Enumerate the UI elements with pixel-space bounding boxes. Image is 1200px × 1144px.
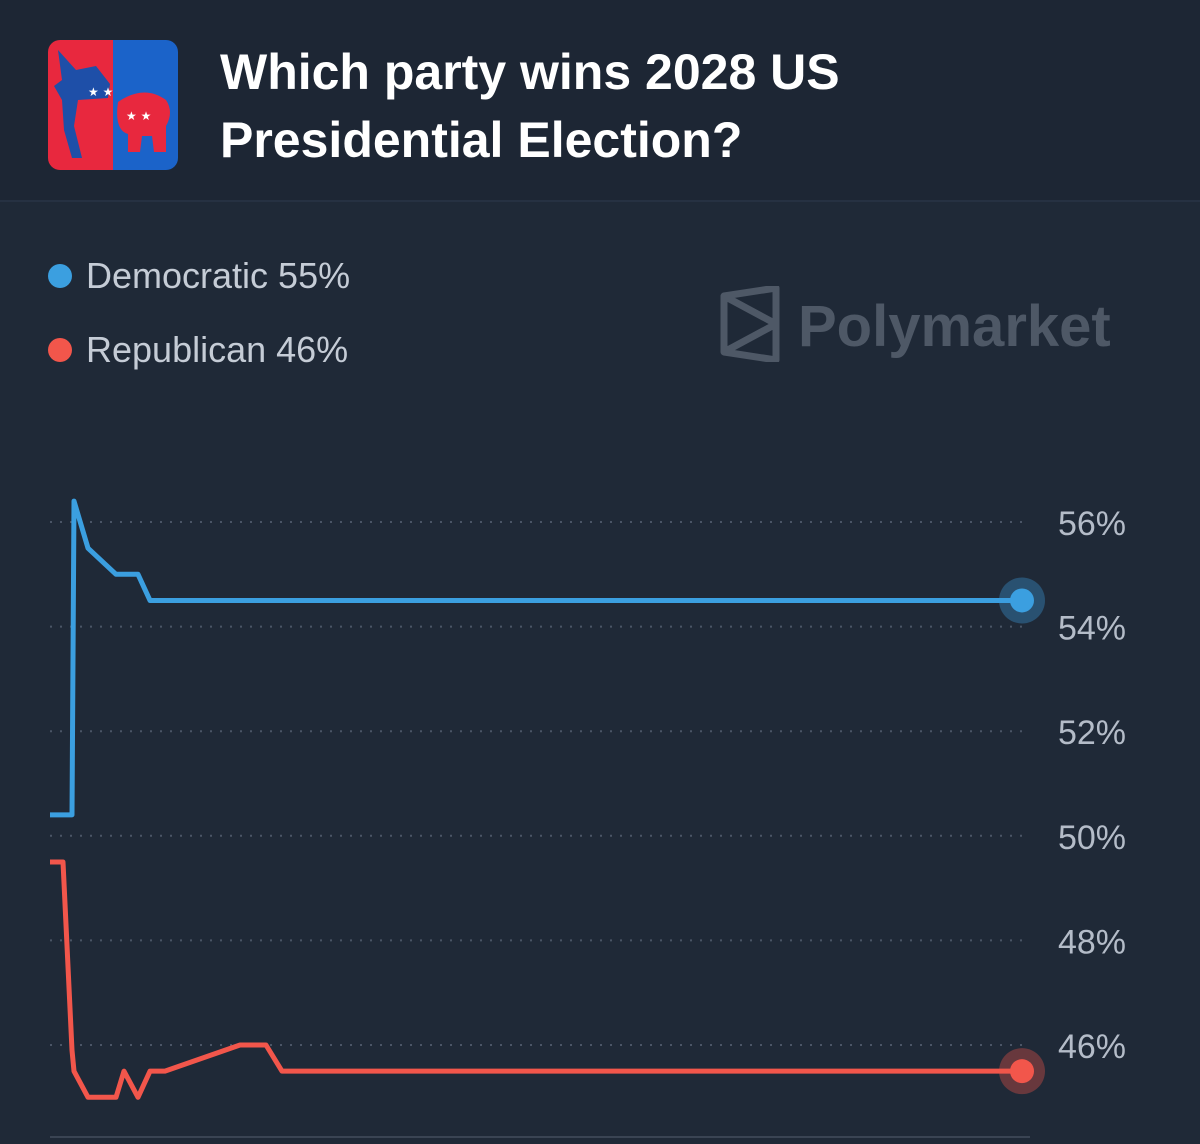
polymarket-watermark: Polymarket <box>718 284 1111 367</box>
chart-baseline <box>50 1136 1030 1138</box>
watermark-text: Polymarket <box>798 294 1111 359</box>
y-tick-label: 54% <box>1058 610 1126 648</box>
header: ★ ★ ★ ★ Which party wins 2028 US Preside… <box>0 0 1200 202</box>
chart-legend: Democratic 55% Republican 46% <box>48 250 350 398</box>
legend-label-democratic: Democratic 55% <box>86 255 351 296</box>
legend-item-republican: Republican 46% <box>48 324 350 376</box>
y-tick-label: 48% <box>1058 923 1126 961</box>
y-tick-label: 46% <box>1058 1028 1126 1066</box>
page-title: Which party wins 2028 US Presidential El… <box>220 44 840 168</box>
legend-label-republican: Republican 46% <box>86 329 349 370</box>
svg-text:★ ★: ★ ★ <box>88 85 113 99</box>
polymarket-logo-icon <box>718 284 782 367</box>
legend-dot-democratic <box>48 264 72 288</box>
legend-item-democratic: Democratic 55% <box>48 250 350 302</box>
party-logo-icon: ★ ★ ★ ★ <box>48 40 178 170</box>
end-point-republican <box>1010 1059 1034 1084</box>
y-tick-label: 56% <box>1058 505 1126 543</box>
series-line-democratic <box>50 498 1022 818</box>
series-line-republican <box>50 859 1022 1100</box>
end-point-democratic <box>1010 588 1034 613</box>
legend-dot-republican <box>48 338 72 362</box>
y-tick-label: 52% <box>1058 714 1126 752</box>
y-tick-label: 50% <box>1058 819 1126 857</box>
svg-text:★ ★: ★ ★ <box>126 109 151 123</box>
